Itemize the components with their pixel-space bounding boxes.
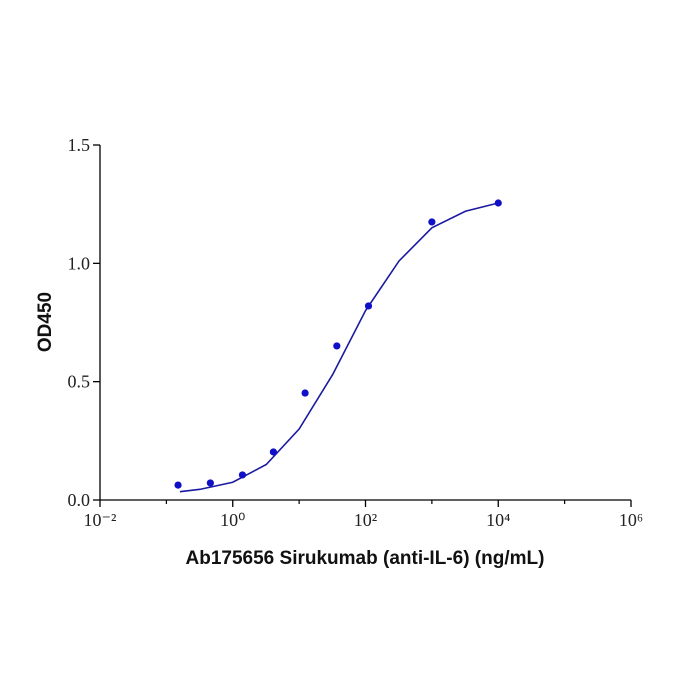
y-axis-label: OD450 <box>35 292 56 352</box>
y-tick-label: 1.5 <box>68 135 91 155</box>
data-point <box>333 342 341 350</box>
data-point <box>174 481 182 489</box>
x-axis-label: Ab175656 Sirukumab (anti-IL-6) (ng/mL) <box>186 548 545 569</box>
data-point <box>238 471 247 479</box>
y-tick-label: 1.0 <box>68 253 91 273</box>
data-point <box>494 199 502 207</box>
x-tick-label: 10⁻² <box>84 510 117 530</box>
y-tick-label: 0.5 <box>68 372 91 392</box>
data-point <box>206 479 214 487</box>
x-tick-label: 10² <box>354 510 377 530</box>
x-tick-label: 10⁶ <box>619 510 643 530</box>
fit-curve <box>179 202 499 493</box>
data-point <box>428 218 436 226</box>
data-point <box>364 302 373 310</box>
x-tick-label: 10⁰ <box>220 510 245 530</box>
y-tick-label: 0.0 <box>68 490 91 510</box>
data-point <box>269 448 278 456</box>
x-tick-label: 10⁴ <box>486 510 510 530</box>
data-point <box>301 389 309 397</box>
